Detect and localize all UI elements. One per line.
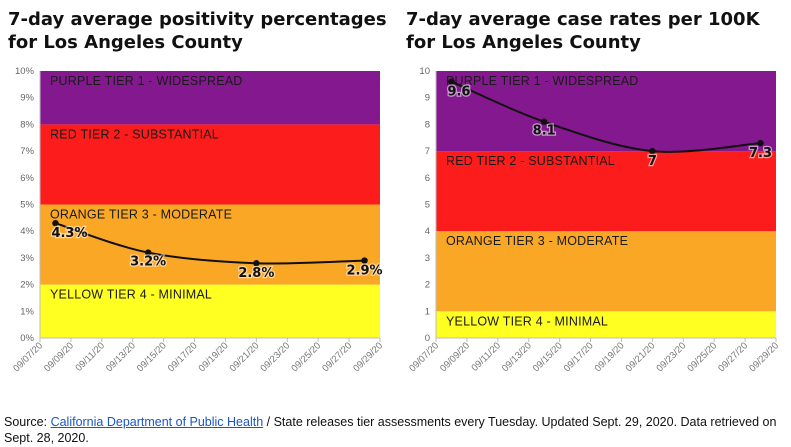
chart1-x-tick-9: 09/25/20 — [289, 340, 323, 374]
chart1-tier-band-2 — [40, 204, 380, 285]
chart2-y-tick-2: 2 — [425, 280, 430, 291]
chart2-tier-band-2 — [436, 231, 776, 312]
chart2-data-point-2 — [540, 118, 548, 125]
chart1-tier-band-4 — [40, 71, 380, 125]
chart1-data-label-3: 2.8% — [238, 266, 274, 281]
chart1-y-tick-5: 5% — [20, 200, 34, 211]
chart1-y-tick-1: 1% — [20, 306, 34, 317]
chart1-y-tick-10: 10% — [15, 66, 35, 77]
chart-title-positivity: 7-day average positivity percentages for… — [8, 9, 387, 53]
chart2-x-tick-8: 09/23/20 — [654, 340, 688, 374]
chart1-x-tick-6: 09/19/20 — [197, 340, 231, 374]
chart1-x-tick-10: 09/27/20 — [320, 340, 354, 374]
chart1-x-tick-7: 09/21/20 — [228, 340, 262, 374]
chart1-y-tick-8: 8% — [20, 119, 34, 130]
chart2-x-tick-9: 09/25/20 — [685, 340, 719, 374]
chart1-x-tick-1: 09/09/20 — [42, 340, 76, 374]
chart2-y-tick-9: 9 — [425, 93, 430, 104]
chart1-y-tick-2: 2% — [20, 280, 34, 291]
chart2-data-label-1: 9.6 — [447, 85, 470, 100]
chart2-x-tick-1: 09/09/20 — [438, 340, 472, 374]
chart1-tier-band-3 — [40, 124, 380, 205]
chart2-tier-band-4 — [436, 71, 776, 152]
chart2-y-tick-8: 8 — [425, 119, 430, 130]
footer-prefix: Source: — [4, 415, 51, 429]
chart2-tier-band-3 — [436, 151, 776, 232]
chart1-data-point-2 — [144, 249, 152, 256]
chart2-data-point-1 — [448, 78, 455, 85]
chart1-y-tick-6: 6% — [20, 173, 34, 184]
chart1-tier-label-4: PURPLE TIER 1 - WIDESPREAD — [50, 74, 243, 88]
chart2-tier-label-4: PURPLE TIER 1 - WIDESPREAD — [446, 74, 639, 88]
chart2-tier-label-1: YELLOW TIER 4 - MINIMAL — [446, 314, 608, 328]
chart2-x-tick-7: 09/21/20 — [624, 340, 658, 374]
chart2-x-tick-2: 09/11/20 — [470, 340, 503, 373]
chart2-series-line — [451, 80, 761, 153]
chart1-data-point-4 — [361, 257, 368, 264]
chart2-data-label-4: 7.3 — [749, 146, 772, 161]
chart2-data-point-4 — [757, 139, 764, 147]
chart1-x-tick-2: 09/11/20 — [74, 340, 107, 373]
case-rates-chart: YELLOW TIER 4 - MINIMAL ORANGE TIER 3 - M… — [407, 66, 781, 374]
chart1-y-tick-4: 4% — [20, 226, 34, 237]
chart2-tier-label-2: ORANGE TIER 3 - MODERATE — [446, 234, 628, 248]
chart2-y-tick-4: 4 — [425, 226, 430, 237]
chart1-data-point-1 — [52, 219, 59, 227]
chart2-x-tick-0: 09/07/20 — [407, 340, 441, 374]
chart2-x-tick-4: 09/15/20 — [531, 340, 565, 374]
chart1-x-tick-11: 09/29/20 — [351, 340, 385, 374]
chart2-y-tick-7: 7 — [425, 146, 430, 157]
chart2-x-tick-5: 09/17/20 — [562, 340, 596, 374]
chart2-y-tick-3: 3 — [425, 253, 430, 264]
chart1-tier-label-3: RED TIER 2 - SUBSTANTIAL — [50, 127, 219, 141]
chart2-data-point-3 — [649, 147, 656, 155]
chart2-x-tick-10: 09/27/20 — [716, 340, 750, 374]
chart2-y-tick-10: 10 — [419, 66, 430, 77]
chart1-y-tick-0: 0% — [20, 333, 34, 344]
chart1-tier-band-1 — [40, 284, 380, 338]
chart1-tier-label-2: ORANGE TIER 3 - MODERATE — [50, 208, 232, 222]
cdph-source-link[interactable]: California Department of Public Health — [50, 415, 264, 429]
source-footer: Source: California Department of Public … — [4, 414, 784, 446]
chart1-x-tick-5: 09/17/20 — [166, 340, 200, 374]
chart1-series-line — [55, 222, 365, 265]
chart2-x-tick-3: 09/13/20 — [500, 340, 534, 374]
chart1-tier-label-1: YELLOW TIER 4 - MINIMAL — [50, 288, 212, 302]
chart2-data-label-3: 7 — [648, 154, 657, 169]
chart1-data-label-4: 2.9% — [347, 264, 383, 279]
chart1-data-label-2: 3.2% — [130, 255, 166, 270]
chart1-x-tick-8: 09/23/20 — [258, 340, 292, 374]
chart2-y-tick-6: 6 — [425, 173, 430, 184]
footer-suffix: / State releases tier assessments every … — [4, 415, 777, 445]
chart2-y-tick-5: 5 — [425, 200, 430, 211]
chart1-data-point-3 — [253, 260, 260, 267]
chart2-x-tick-11: 09/29/20 — [747, 340, 781, 374]
positivity-chart: YELLOW TIER 4 - MINIMAL ORANGE TIER 3 - M… — [11, 66, 385, 374]
chart2-data-label-2: 8.1 — [533, 124, 556, 139]
chart2-tier-band-1 — [436, 311, 776, 338]
chart-title-case-rates: 7-day average case rates per 100K for Lo… — [406, 9, 760, 53]
chart1-x-tick-4: 09/15/20 — [135, 340, 169, 374]
chart1-y-tick-3: 3% — [20, 253, 34, 264]
chart1-x-tick-0: 09/07/20 — [11, 340, 45, 374]
chart1-y-tick-7: 7% — [20, 146, 34, 157]
chart1-x-tick-3: 09/13/20 — [104, 340, 138, 374]
chart2-y-tick-1: 1 — [425, 306, 430, 317]
chart1-y-tick-9: 9% — [20, 93, 34, 104]
chart2-x-tick-6: 09/19/20 — [593, 340, 627, 374]
chart2-y-tick-0: 0 — [425, 333, 430, 344]
chart2-tier-label-3: RED TIER 2 - SUBSTANTIAL — [446, 154, 615, 168]
chart1-data-label-1: 4.3% — [51, 226, 87, 241]
